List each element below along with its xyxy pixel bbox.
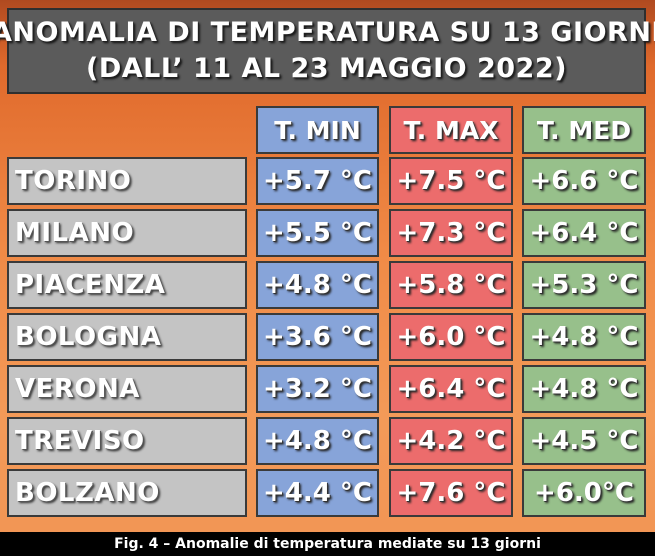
value-min-cell: +4.8 °C — [256, 261, 379, 309]
header-t-med: T. MED — [522, 106, 646, 154]
header-t-max: T. MAX — [389, 106, 513, 154]
value-med-cell: +6.6 °C — [522, 157, 646, 205]
title-box: ANOMALIA DI TEMPERATURA SU 13 GIORNI (DA… — [0, 8, 655, 94]
value-max-cell: +7.6 °C — [389, 469, 513, 517]
city-label: BOLOGNA — [7, 313, 247, 361]
figure-caption: Fig. 4 – Anomalie di temperatura mediate… — [0, 532, 655, 556]
city-label: PIACENZA — [7, 261, 247, 309]
value-med-cell: +5.3 °C — [522, 261, 646, 309]
value-min-cell: +4.8 °C — [256, 417, 379, 465]
header-t-min: T. MIN — [256, 106, 379, 154]
value-med-cell: +4.5 °C — [522, 417, 646, 465]
value-min-cell: +4.4 °C — [256, 469, 379, 517]
value-min-cell: +5.5 °C — [256, 209, 379, 257]
city-label: BOLZANO — [7, 469, 247, 517]
title-line-2: (DALL’ 11 AL 23 MAGGIO 2022) — [86, 53, 567, 84]
value-max-cell: +5.8 °C — [389, 261, 513, 309]
value-min-cell: +3.6 °C — [256, 313, 379, 361]
value-med-cell: +6.4 °C — [522, 209, 646, 257]
value-min-cell: +5.7 °C — [256, 157, 379, 205]
value-max-cell: +6.4 °C — [389, 365, 513, 413]
value-max-cell: +7.3 °C — [389, 209, 513, 257]
city-label: MILANO — [7, 209, 247, 257]
value-min-cell: +3.2 °C — [256, 365, 379, 413]
value-med-cell: +6.0°C — [522, 469, 646, 517]
value-med-cell: +4.8 °C — [522, 365, 646, 413]
value-max-cell: +7.5 °C — [389, 157, 513, 205]
city-label: VERONA — [7, 365, 247, 413]
value-max-cell: +6.0 °C — [389, 313, 513, 361]
city-label: TREVISO — [7, 417, 247, 465]
value-med-cell: +4.8 °C — [522, 313, 646, 361]
title-line-1: ANOMALIA DI TEMPERATURA SU 13 GIORNI — [0, 17, 655, 48]
city-label: TORINO — [7, 157, 247, 205]
value-max-cell: +4.2 °C — [389, 417, 513, 465]
